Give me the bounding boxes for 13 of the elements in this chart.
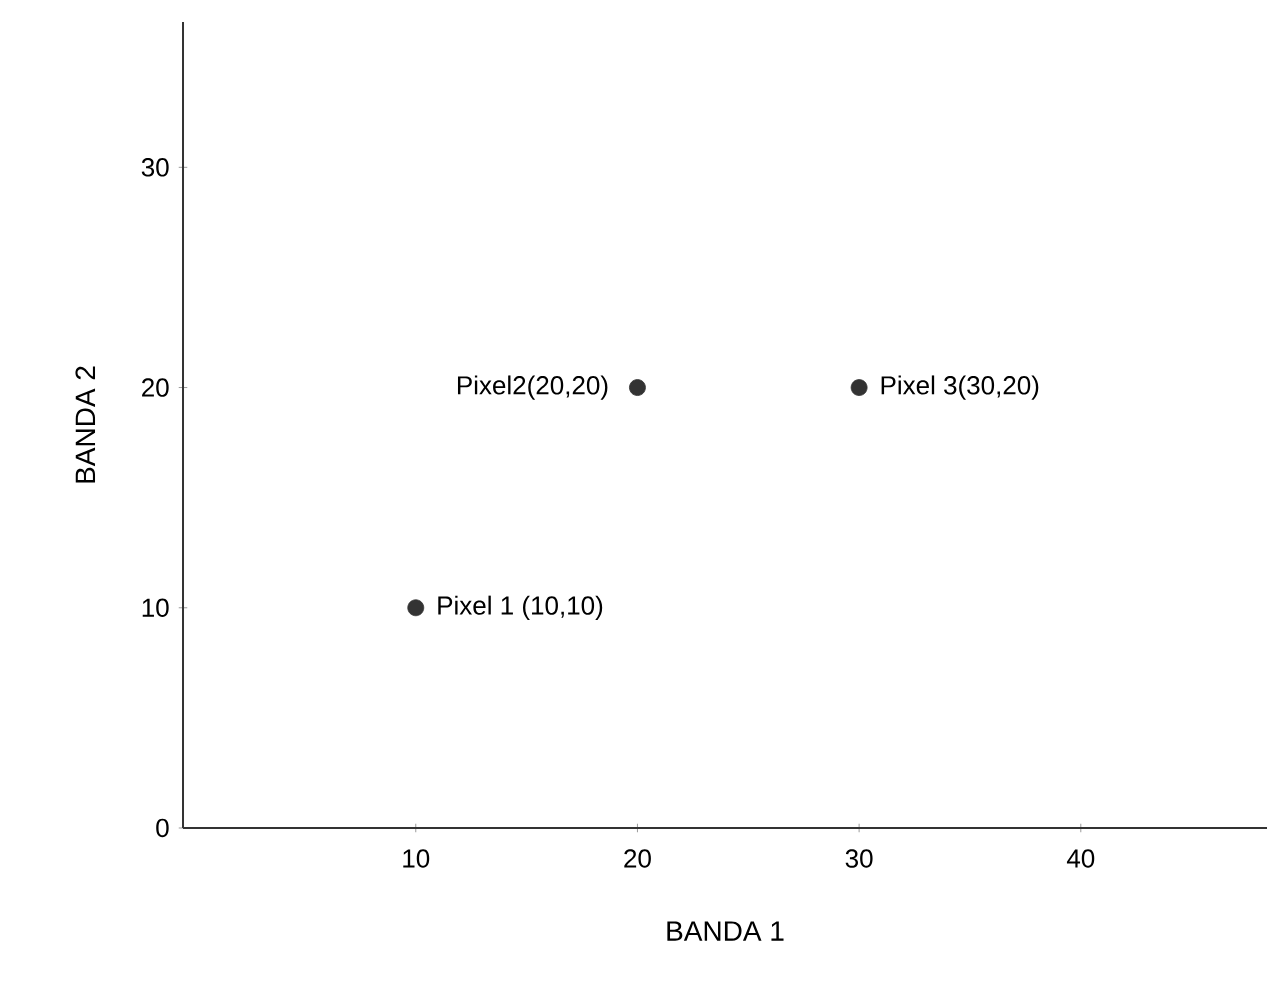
annotation: Pixel 1 (10,10): [438, 595, 603, 620]
annotation: Pixel 3(30,20): [881, 375, 1039, 400]
y-tick-label: 0: [156, 818, 169, 838]
x-axis-title: BANDA 1: [667, 921, 784, 941]
x-tick-label: 10: [403, 849, 430, 868]
y-axis-title: BANDA 2: [75, 366, 96, 483]
x-tick-label: 40: [1066, 849, 1095, 868]
annotation: Pixel2(20,20): [457, 375, 608, 400]
x-tick-label: 20: [624, 849, 651, 868]
x-tick-label: 30: [845, 849, 873, 868]
y-tick-label: 30: [141, 158, 169, 177]
y-tick-label: 10: [142, 598, 169, 617]
y-tick-label: 20: [142, 378, 169, 397]
